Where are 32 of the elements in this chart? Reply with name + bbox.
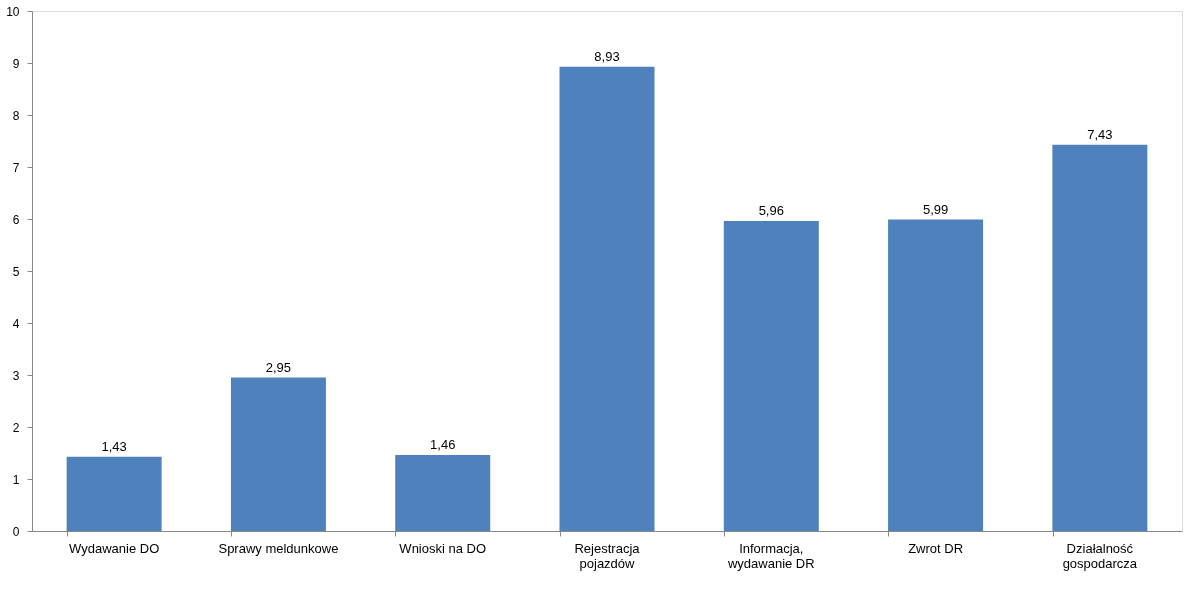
x-tick-label: Działalność gospodarcza (1062, 540, 1138, 571)
data-label: 1,43 (101, 438, 127, 454)
x-tick-label: Zwrot DR (908, 540, 964, 556)
y-tick-label: 3 (12, 368, 20, 383)
y-tick-label: 8 (12, 108, 20, 123)
bar (230, 377, 326, 531)
x-tick-label: Wydawanie DO (69, 540, 160, 556)
y-tick-label: 7 (12, 160, 20, 175)
bar (66, 456, 162, 531)
bar (559, 66, 655, 531)
bar (723, 221, 819, 531)
x-tick-label: Informacja, wydawanie DR (726, 540, 815, 571)
data-label: 5,96 (758, 203, 784, 219)
data-label: 8,93 (594, 48, 620, 64)
data-label: 1,46 (430, 437, 456, 453)
y-tick-label: 5 (12, 264, 20, 279)
x-tick-label: Sprawy meldunkowe (218, 540, 339, 556)
y-tick-label: 6 (12, 212, 20, 227)
y-tick-label: 2 (12, 420, 20, 435)
bar (888, 219, 984, 531)
y-tick-label: 4 (12, 316, 20, 331)
y-tick-label: 9 (12, 56, 20, 71)
y-tick-label: 0 (12, 524, 20, 539)
bar (395, 455, 491, 531)
x-tick-label: Rejestracja pojazdów (574, 540, 641, 571)
data-label: 5,99 (922, 201, 949, 217)
y-tick-label: 10 (6, 4, 20, 19)
bar (1052, 144, 1148, 531)
data-label: 2,95 (265, 359, 292, 375)
x-tick-label: Wnioski na DO (399, 540, 487, 556)
data-label: 7,43 (1087, 126, 1113, 142)
y-tick-label: 1 (12, 472, 20, 487)
